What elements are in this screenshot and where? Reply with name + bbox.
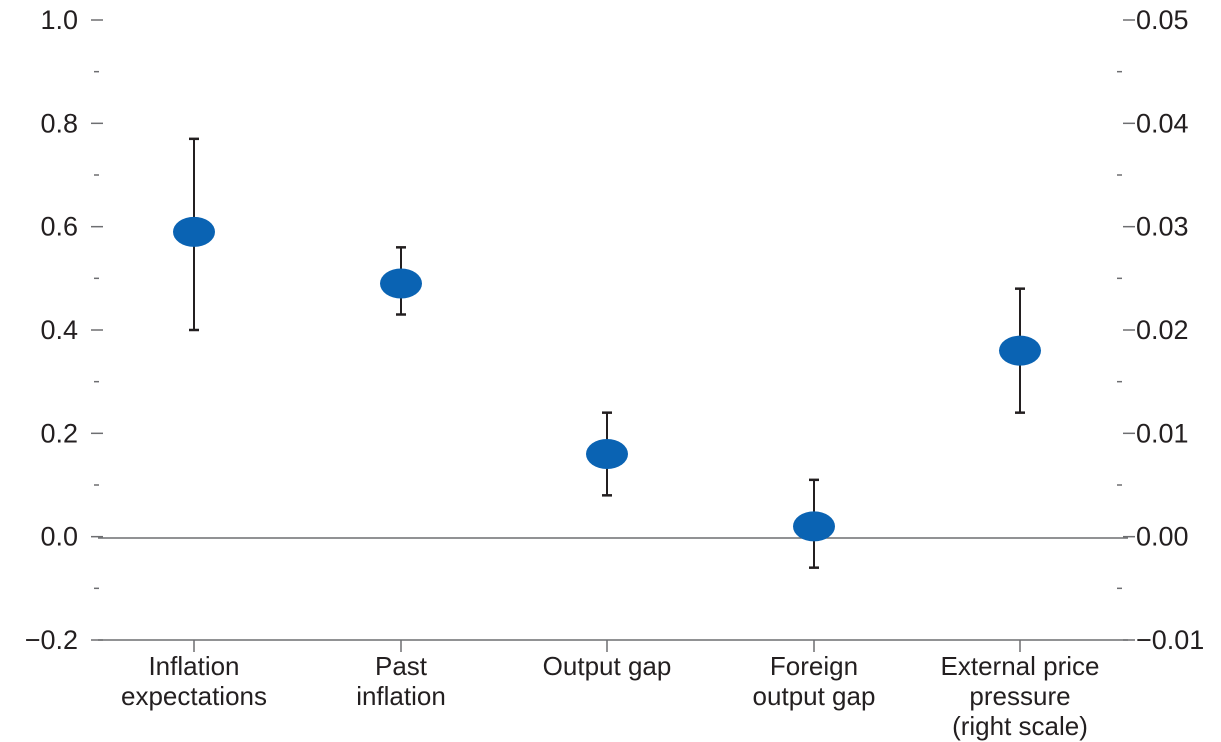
left-tick-label: 1.0: [40, 5, 78, 35]
right-tick-label: 0.00: [1136, 522, 1189, 552]
right-axis: −0.01 0.00 0.01 0.02 0.03 0.04 0.05: [1117, 5, 1204, 655]
data-point-marker: [793, 511, 835, 542]
left-tick-label: 0.6: [40, 212, 78, 242]
left-axis: −0.2 0.0 0.2 0.4 0.6 0.8 1.0: [25, 5, 103, 655]
category-label-line: (right scale): [952, 711, 1088, 741]
category-label-line: Inflation: [148, 651, 239, 681]
left-tick-label: 0.4: [40, 315, 78, 345]
category-label-line: pressure: [969, 681, 1070, 711]
category-label-line: output gap: [753, 681, 876, 711]
right-tick-label: 0.05: [1136, 5, 1189, 35]
left-tick-label: 0.2: [40, 418, 78, 448]
category-label-line: Foreign: [770, 651, 858, 681]
left-tick-label: −0.2: [25, 625, 78, 655]
category-label-line: Past: [375, 651, 428, 681]
category-label: External price pressure (right scale): [941, 651, 1100, 741]
data-point-marker: [586, 439, 628, 469]
category-label-line: inflation: [356, 681, 446, 711]
category-label: Past inflation: [356, 651, 446, 711]
markers: [173, 216, 1041, 542]
error-bars: [189, 137, 1025, 569]
category-label: Inflation expectations: [121, 651, 267, 711]
left-tick-label: 0.8: [40, 108, 78, 138]
right-tick-label: 0.04: [1136, 108, 1189, 138]
category-label: Output gap: [543, 651, 672, 681]
data-point-marker: [999, 335, 1041, 366]
right-tick-label: −0.01: [1136, 625, 1204, 655]
category-label-line: External price: [941, 651, 1100, 681]
category-label-line: Output gap: [543, 651, 672, 681]
right-tick-label: 0.02: [1136, 315, 1189, 345]
category-label: Foreign output gap: [753, 651, 876, 711]
right-tick-label: 0.03: [1136, 212, 1189, 242]
baselines: [98, 537, 1128, 641]
category-label-line: expectations: [121, 681, 267, 711]
data-point-marker: [380, 268, 422, 299]
left-tick-label: 0.0: [40, 522, 78, 552]
right-tick-label: 0.01: [1136, 418, 1189, 448]
data-point-marker: [173, 216, 215, 247]
category-labels: Inflation expectations Past inflation Output…: [121, 640, 1099, 741]
